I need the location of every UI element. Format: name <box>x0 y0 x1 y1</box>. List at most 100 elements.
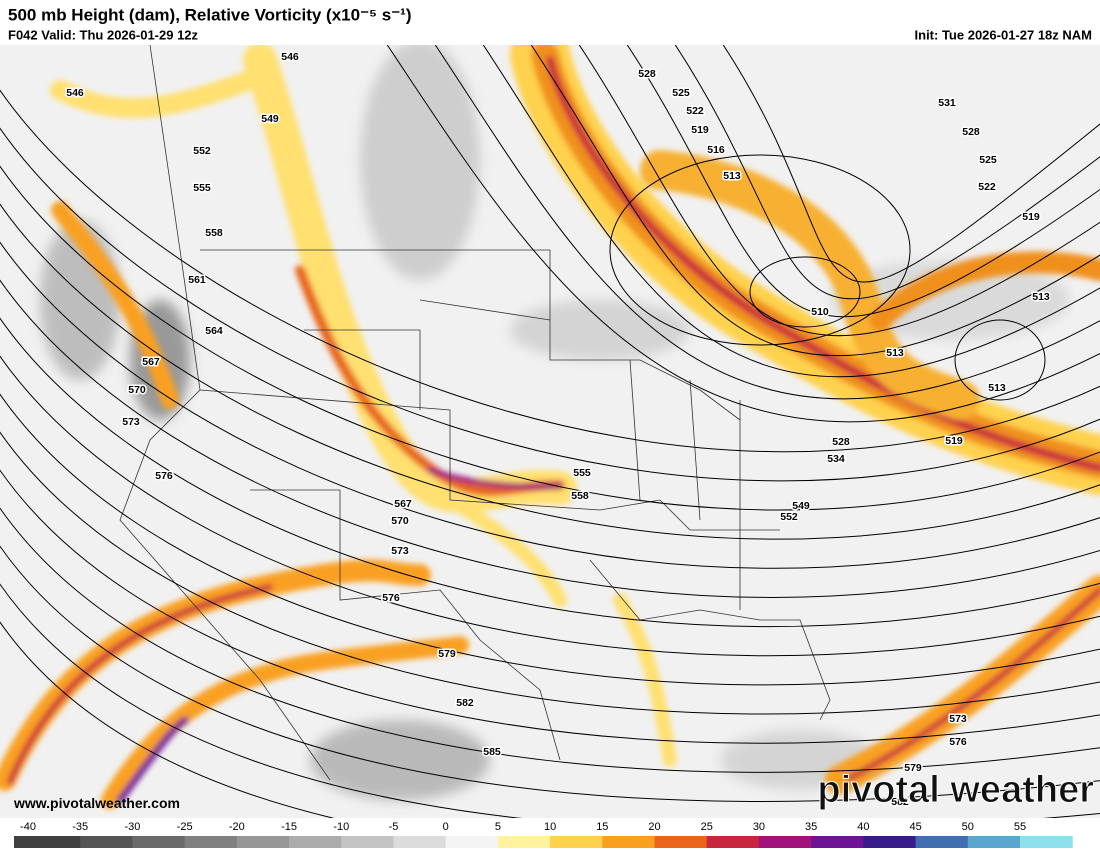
contour-label: 573 <box>122 416 140 428</box>
contour-label: 552 <box>780 511 798 523</box>
contour-label: 510 <box>811 306 829 318</box>
contour-label: 567 <box>142 356 160 368</box>
contour-label: 555 <box>573 467 591 479</box>
colorbar-tick-label: 40 <box>857 821 869 833</box>
contour-label: 558 <box>571 490 589 502</box>
contour-line <box>674 45 1100 300</box>
colorbar-segment <box>184 836 238 848</box>
valid-time: F042 Valid: Thu 2026-01-29 12z <box>8 27 199 42</box>
colorbar-tick-label: 25 <box>701 821 713 833</box>
contour-label: 573 <box>949 713 967 725</box>
contour-line <box>954 319 1046 401</box>
colorbar-tick-label: 5 <box>495 821 501 833</box>
contour-label: 546 <box>66 87 84 99</box>
contour-label: 579 <box>438 648 456 660</box>
colorbar-segment <box>863 836 917 848</box>
colorbar-segment <box>967 836 1021 848</box>
colorbar-tick-label: -25 <box>177 821 193 833</box>
logo: pivotal weather <box>817 769 1094 811</box>
contour-line <box>626 45 1100 318</box>
contour-line <box>749 256 861 328</box>
colorbar-tick-label: 30 <box>753 821 765 833</box>
contour-label: 585 <box>483 746 501 758</box>
contour-line <box>0 621 335 818</box>
contour-label: 582 <box>891 796 909 808</box>
contour-label: 513 <box>988 382 1006 394</box>
title: 500 mb Height (dam), Relative Vorticity … <box>8 5 412 24</box>
contour-label: 564 <box>205 325 223 337</box>
contour-label: 528 <box>962 126 980 138</box>
colorbar-tick-label: 55 <box>1014 821 1026 833</box>
contour-label: 528 <box>638 68 656 80</box>
colorbar-segment <box>915 836 969 848</box>
colorbar-tick-label: -35 <box>72 821 88 833</box>
contour-label: 558 <box>205 227 223 239</box>
contour-label: 567 <box>394 498 412 510</box>
contour-label: 582 <box>456 697 474 709</box>
contour-line <box>0 89 1100 453</box>
colorbar-segment <box>706 836 760 848</box>
contour-line <box>0 317 1100 628</box>
height-contours <box>0 45 1100 818</box>
colorbar-tick-label: -5 <box>389 821 399 833</box>
colorbar-segment <box>550 836 603 848</box>
contour-line <box>722 45 1100 283</box>
colorbar-tick-label: -30 <box>124 821 140 833</box>
colorbar-tick-label: 45 <box>909 821 921 833</box>
contour-label: 561 <box>188 274 206 286</box>
contour-label: 522 <box>686 105 704 117</box>
contour-label: 570 <box>128 384 146 396</box>
contour-label: 555 <box>193 182 211 194</box>
boundaries <box>119 45 831 781</box>
colorbar-segment <box>497 836 551 848</box>
contour-label: 522 <box>978 181 996 193</box>
contour-label: 528 <box>832 436 850 448</box>
colorbar-segment <box>393 836 447 848</box>
watermark: www.pivotalweather.com <box>13 795 180 811</box>
contour-line <box>0 545 1100 802</box>
contour-line <box>0 393 1100 686</box>
colorbar-segment <box>602 836 656 848</box>
contour-line <box>0 431 1100 715</box>
contour-label: 579 <box>904 762 922 774</box>
contour-label: 576 <box>155 470 173 482</box>
contour-line <box>530 45 1100 357</box>
contour-line <box>0 127 1100 482</box>
contour-line <box>0 469 1100 744</box>
colorbar: -40 -35 -30 -25 -20 -15 -10 -5 0 5 10 15 20 25 30 35 40 4… <box>14 821 1073 848</box>
colorbar-segment <box>236 836 290 848</box>
init-time: Init: Tue 2026-01-27 18z NAM <box>915 27 1092 42</box>
contour-label: 576 <box>949 736 967 748</box>
contour-label: 516 <box>707 144 725 156</box>
contour-label: 519 <box>691 124 709 136</box>
contour-label: 570 <box>391 515 409 527</box>
contour-label: 549 <box>261 113 279 125</box>
contour-line <box>386 45 1100 423</box>
contour-label: 552 <box>193 145 211 157</box>
contour-label: 534 <box>827 453 845 465</box>
contour-line <box>0 241 1100 569</box>
contour-line <box>0 165 1100 511</box>
contour-label: 573 <box>391 545 409 557</box>
contour-line <box>578 45 1100 337</box>
contour-line <box>0 583 1100 818</box>
colorbar-segment <box>758 836 812 848</box>
contour-label: 525 <box>672 87 690 99</box>
map-area: 5465465495525555585615645675705735765285… <box>0 45 1100 818</box>
colorbar-tick-label: 20 <box>648 821 660 833</box>
colorbar-segment <box>289 836 342 848</box>
contour-label: 513 <box>723 170 741 182</box>
colorbar-segment <box>80 836 133 848</box>
colorbar-tick-label: 0 <box>443 821 449 833</box>
contour-label: 519 <box>945 435 963 447</box>
contour-line <box>609 154 911 346</box>
contour-label: 519 <box>1022 211 1040 223</box>
contour-label: 513 <box>1032 291 1050 303</box>
contour-line <box>0 203 1100 540</box>
contour-label: 576 <box>382 592 400 604</box>
colorbar-tick-label: 15 <box>596 821 608 833</box>
colorbar-tick-label: -40 <box>20 821 36 833</box>
colorbar-segment <box>445 836 499 848</box>
